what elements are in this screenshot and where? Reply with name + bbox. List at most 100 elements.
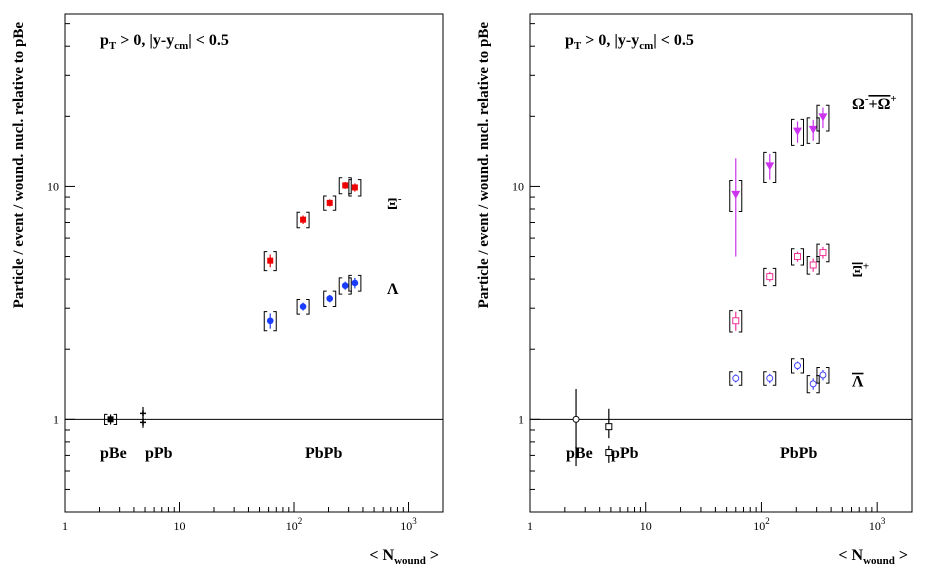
- data-point: [341, 282, 349, 289]
- series-label-base: Λ: [852, 374, 864, 391]
- x-axis-label-main: < N: [838, 547, 863, 564]
- data-point: [326, 295, 334, 302]
- systematic-bracket: [791, 118, 795, 146]
- kinematic-cut-label: pT > 0, |y-ycm| < 0.5: [565, 32, 694, 52]
- x-tick-label-base: 1: [527, 519, 533, 533]
- data-point: [819, 249, 827, 257]
- x-tick-label-base: 10: [286, 519, 298, 533]
- series-label-sup: -: [865, 93, 869, 105]
- systematic-bracket: [357, 179, 362, 197]
- systematic-bracket: [772, 267, 777, 287]
- x-tick-label-base: 10: [753, 519, 765, 533]
- x-axis-label-sub: wound: [394, 555, 426, 567]
- data-point: [300, 216, 307, 223]
- series-3: [572, 388, 580, 467]
- system-label: pPb: [145, 445, 173, 462]
- series-label-sup: +: [863, 261, 869, 273]
- data-point: [140, 410, 147, 417]
- x-tick-label-base: 10: [640, 519, 652, 533]
- system-label: pBe: [566, 445, 593, 462]
- systematic-bracket: [763, 151, 767, 183]
- series-0: [729, 104, 830, 257]
- data-point: [809, 261, 817, 269]
- systematic-bracket: [772, 371, 777, 386]
- systematic-bracket: [816, 366, 820, 384]
- systematic-bracket: [263, 251, 268, 272]
- data-point: [326, 199, 333, 206]
- data-point: [808, 125, 818, 134]
- series-label-sup: -: [398, 193, 402, 205]
- series-label: Ξ-: [387, 193, 402, 213]
- systematic-bracket: [729, 371, 733, 386]
- cut-cm-sub: cm: [639, 40, 653, 52]
- systematic-bracket: [763, 371, 767, 386]
- systematic-bracket: [332, 290, 337, 308]
- data-point: [732, 317, 740, 325]
- plot-frame: [529, 13, 913, 513]
- y-axis-label: Particle / event / wound. nucl. relative…: [11, 22, 27, 309]
- series-1: [729, 243, 830, 333]
- data-point: [732, 374, 740, 382]
- series-label-sup2: +: [890, 93, 896, 105]
- cut-rest: > 0, |y-y: [581, 32, 639, 49]
- data-point: [794, 253, 802, 261]
- x-axis-label-main: < N: [369, 547, 394, 564]
- systematic-bracket: [763, 267, 767, 287]
- cut-rest: > 0, |y-y: [116, 32, 174, 49]
- data-point: [342, 182, 349, 189]
- x-tick-label-exponent: 3: [881, 516, 886, 526]
- data-point: [809, 380, 817, 388]
- data-point: [793, 127, 803, 136]
- systematic-bracket: [113, 413, 118, 426]
- systematic-bracket: [323, 195, 327, 211]
- systematic-bracket: [806, 117, 811, 144]
- data-point: [731, 190, 741, 199]
- systematic-bracket: [338, 177, 343, 195]
- systematic-bracket: [816, 375, 820, 394]
- data-point: [351, 184, 358, 191]
- x-axis-label: < Nwound >: [369, 547, 439, 567]
- x-tick-label: 102: [753, 516, 770, 533]
- systematic-bracket: [729, 180, 733, 213]
- y-tick-label: 1: [53, 412, 59, 426]
- series-label-second: +Ω: [868, 96, 890, 113]
- series-label: Ξ+: [852, 261, 869, 281]
- series-1: [263, 274, 362, 332]
- x-tick-label-base: 1: [62, 519, 68, 533]
- series-label: Λ: [852, 374, 864, 391]
- systematic-bracket: [729, 310, 733, 333]
- systematic-bracket: [273, 311, 277, 332]
- data-point: [818, 113, 828, 122]
- data-point: [794, 362, 802, 370]
- data-point: [299, 303, 307, 310]
- system-label: pBe: [100, 445, 127, 462]
- systematic-bracket: [296, 298, 301, 315]
- cut-tail: | < 0.5: [188, 32, 229, 49]
- cut-p: p: [100, 32, 109, 49]
- series-label-base: Ξ: [852, 264, 863, 281]
- systematic-bracket: [338, 277, 343, 295]
- series-label: Ω-+Ω+: [852, 93, 897, 113]
- systematic-bracket: [738, 180, 743, 213]
- x-tick-label: 103: [869, 516, 886, 533]
- systematic-bracket: [348, 177, 352, 195]
- x-tick-label-exponent: 2: [298, 516, 303, 526]
- x-tick-label: 10: [640, 519, 652, 533]
- system-label: PbPb: [305, 445, 342, 462]
- kinematic-cut-label: pT > 0, |y-ycm| < 0.5: [100, 32, 229, 52]
- y-tick-label: 1: [518, 412, 524, 426]
- series-0: [263, 177, 362, 272]
- x-tick-label: 10: [174, 519, 186, 533]
- x-tick-label: 103: [400, 516, 417, 533]
- systematic-bracket: [772, 151, 777, 183]
- systematic-bracket: [791, 358, 795, 374]
- y-axis-label: Particle / event / wound. nucl. relative…: [476, 22, 492, 309]
- data-point: [766, 273, 774, 281]
- x-axis-label-tail: >: [426, 547, 439, 564]
- y-tick-label: 10: [47, 179, 59, 193]
- data-point: [266, 317, 274, 325]
- data-point: [766, 374, 774, 382]
- systematic-bracket: [104, 413, 108, 426]
- systematic-bracket: [306, 211, 310, 229]
